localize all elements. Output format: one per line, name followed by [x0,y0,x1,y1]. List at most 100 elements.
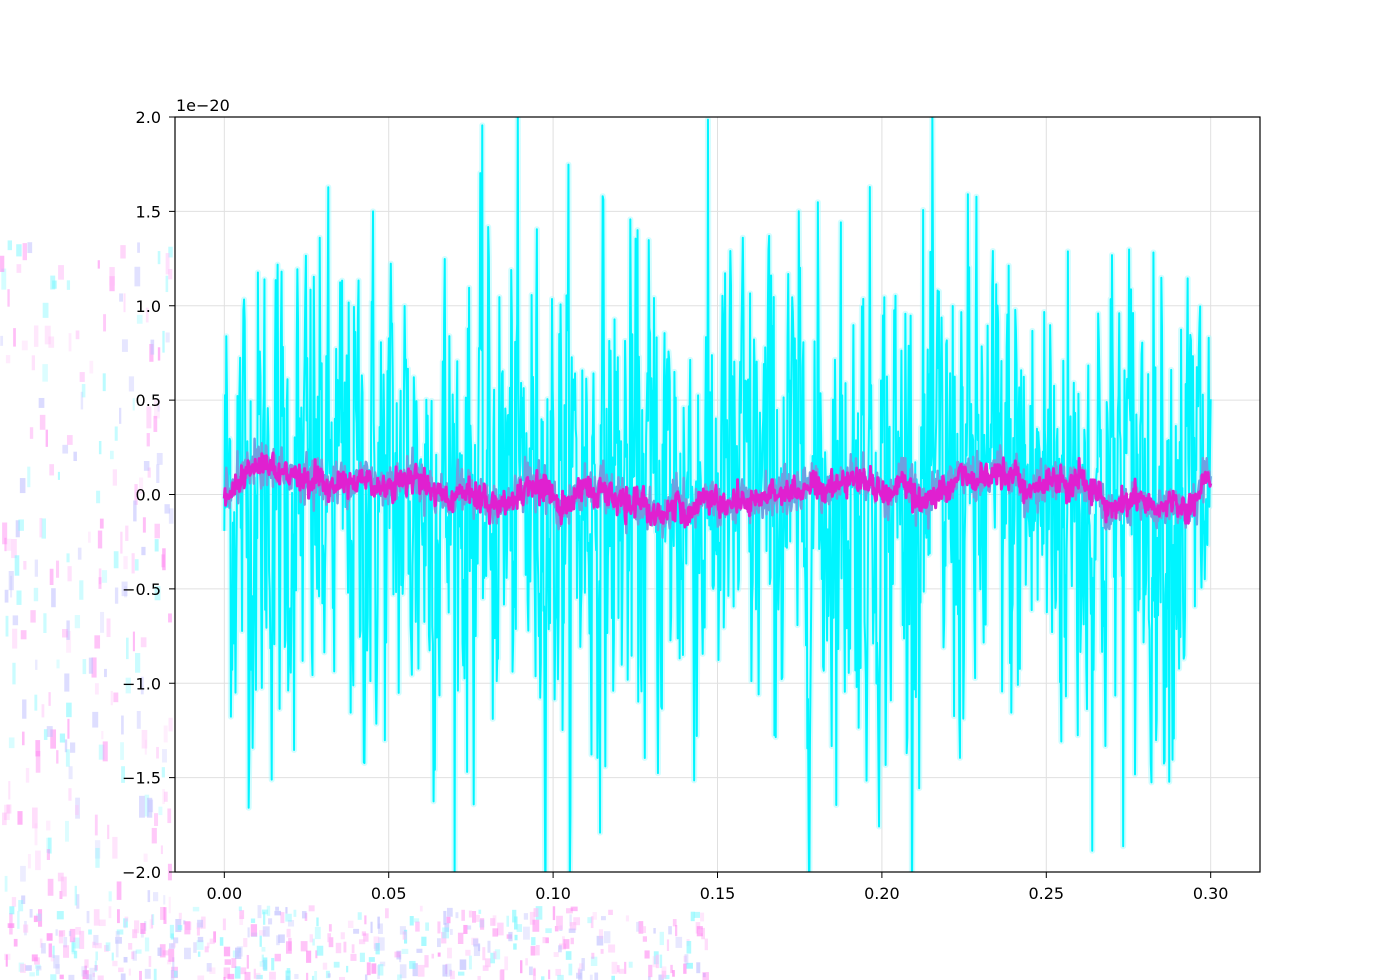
artifact-mark [132,950,137,961]
artifact-mark [73,451,77,462]
artifact-mark [118,967,124,973]
artifact-mark [442,927,449,939]
artifact-mark [231,958,237,969]
artifact-mark [306,972,309,980]
artifact-mark [134,266,141,287]
artifact-mark [64,739,68,753]
artifact-mark [262,926,270,937]
artifact-mark [268,918,273,925]
artifact-mark [102,373,106,392]
artifact-mark [494,949,501,960]
artifact-mark [121,715,124,735]
artifact-mark [512,909,517,923]
artifact-mark [81,384,86,398]
artifact-mark [63,936,68,948]
artifact-mark [98,919,106,927]
artifact-mark [276,935,280,946]
artifact-mark [659,954,663,968]
x-tick-label: 0.15 [700,884,736,903]
artifact-mark [98,577,102,589]
artifact-mark [65,749,70,767]
artifact-mark [659,931,664,946]
artifact-mark [5,355,11,364]
artifact-mark [655,954,659,969]
artifact-mark [44,325,51,345]
artifact-mark [120,742,124,760]
artifact-mark [286,928,291,938]
artifact-mark [648,976,651,980]
artifact-mark [95,951,98,961]
artifact-mark [25,965,32,971]
artifact-mark [94,635,101,649]
artifact-mark [570,937,574,945]
artifact-mark [697,929,704,934]
artifact-mark [93,909,100,926]
artifact-mark [66,702,72,718]
artifact-mark [346,965,349,973]
artifact-mark [285,970,291,980]
artifact-mark [120,245,126,259]
artifact-mark [46,726,53,737]
artifact-mark [16,264,22,273]
artifact-mark [79,930,85,949]
y-tick-label: 0.5 [136,391,161,410]
artifact-mark [508,931,513,942]
artifact-mark [124,916,129,922]
artifact-mark [13,328,16,347]
artifact-mark [30,610,36,623]
artifact-mark [158,806,163,816]
artifact-mark [75,927,81,935]
artifact-mark [196,927,200,936]
artifact-mark [374,943,379,951]
artifact-mark [409,916,414,926]
artifact-mark [23,924,29,933]
artifact-mark [266,905,271,916]
artifact-mark [335,942,342,954]
artifact-mark [22,699,27,719]
artifact-mark [46,933,53,941]
artifact-mark [34,694,38,711]
artifact-mark [154,523,160,539]
artifact-mark [696,962,701,974]
artifact-mark [397,974,402,980]
artifact-mark [480,918,485,930]
artifact-mark [56,750,59,764]
artifact-mark [12,615,19,626]
artifact-mark [514,934,518,941]
artifact-mark [67,566,72,582]
artifact-mark [172,957,175,972]
artifact-mark [394,951,401,958]
artifact-mark [702,973,706,978]
artifact-mark [16,244,22,257]
artifact-mark [385,908,389,919]
artifact-mark [47,837,52,854]
artifact-mark [140,637,147,648]
artifact-mark [274,910,282,916]
artifact-mark [64,673,70,692]
artifact-mark [46,837,51,853]
artifact-mark [49,568,54,585]
artifact-mark [128,942,133,950]
artifact-mark [581,958,585,971]
artifact-mark [686,962,693,969]
artifact-mark [123,920,127,929]
artifact-mark [314,926,321,940]
artifact-mark [66,280,71,290]
artifact-mark [683,963,687,974]
artifact-mark [123,586,128,598]
artifact-mark [361,931,367,936]
artifact-mark [666,939,670,951]
artifact-mark [144,937,150,952]
artifact-mark [415,921,420,932]
artifact-mark [684,954,689,965]
artifact-mark [168,717,173,732]
artifact-mark [497,922,504,936]
artifact-mark [25,767,30,783]
artifact-mark [144,739,147,755]
y-tick-label: −1.5 [122,769,161,788]
artifact-mark [644,950,650,959]
artifact-mark [293,909,297,917]
artifact-mark [552,906,556,921]
artifact-mark [70,742,76,753]
artifact-mark [144,968,151,979]
